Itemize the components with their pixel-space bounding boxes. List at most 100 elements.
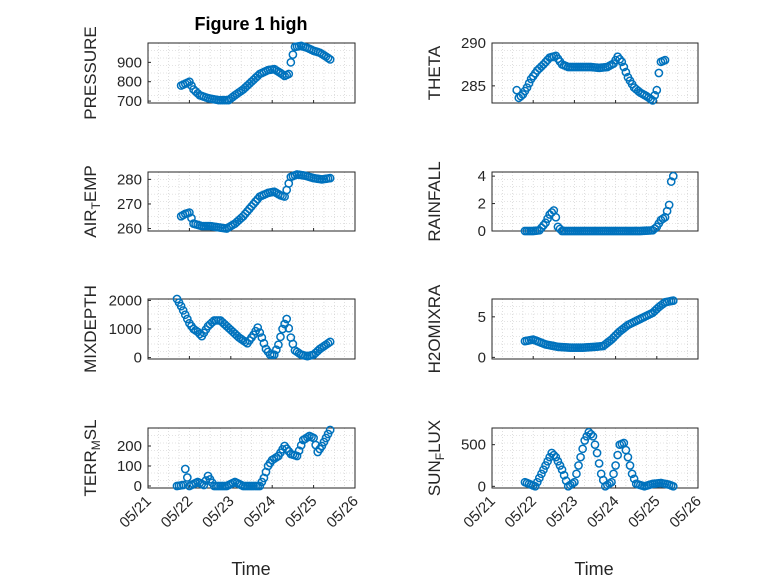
panel-1: 700 800 900 PRESSURE	[81, 26, 356, 120]
data-point	[284, 323, 294, 333]
data-point	[278, 70, 287, 79]
y-tick-label: 500	[461, 437, 486, 454]
axes-box	[147, 427, 356, 489]
data-point	[592, 448, 602, 458]
grid	[147, 427, 356, 489]
data-point	[537, 469, 546, 479]
data-point	[323, 53, 333, 63]
data-point	[539, 220, 548, 230]
data-point	[607, 477, 616, 487]
data-point	[284, 69, 294, 79]
data-point	[543, 214, 552, 224]
y-axis-label: H2OMIXRA	[425, 284, 444, 373]
data-point	[274, 340, 283, 350]
y-axis-label: THETA	[425, 45, 444, 100]
data-point	[195, 329, 205, 339]
y-tick-label: 900	[117, 54, 142, 71]
data-point	[541, 461, 550, 470]
data-point	[532, 477, 542, 487]
x-tick-label: 05/21	[460, 493, 499, 532]
data-point	[586, 429, 596, 439]
axes-box	[147, 42, 356, 104]
data-point	[240, 337, 250, 347]
data-point	[288, 50, 298, 59]
data-point	[276, 332, 285, 342]
x-tick-label: 05/22	[501, 493, 540, 532]
x-tick-label: 05/23	[199, 493, 238, 532]
data-point	[180, 310, 190, 320]
data-point	[325, 173, 335, 183]
y-tick-label: 2	[478, 196, 486, 213]
data-point	[182, 314, 192, 324]
axes-box	[491, 427, 699, 489]
panel-3: 260 270 280 AIRTEMP	[81, 165, 356, 238]
data-point	[522, 83, 532, 92]
panel-4: 0 2 4 RAINFALL	[425, 161, 699, 242]
y-tick-label: 290	[461, 35, 486, 52]
data-point	[182, 473, 192, 482]
data-point	[178, 306, 188, 315]
x-tick-label: 05/23	[543, 493, 582, 532]
data-point	[516, 91, 526, 101]
data-point	[325, 337, 335, 347]
data-point	[660, 55, 670, 65]
panel-8: 0 500 05/21 05/22 05/23 05/24 05/25 05/26 SUNFLU…	[425, 420, 705, 532]
data-point	[648, 96, 658, 105]
data-point	[609, 469, 618, 479]
y-tick-label: 2000	[109, 292, 142, 309]
data-point	[611, 461, 620, 470]
y-tick-label: 5	[478, 309, 486, 326]
data-point	[617, 57, 627, 67]
data-point	[664, 200, 674, 210]
data-point	[257, 333, 267, 342]
data-point	[668, 481, 678, 491]
data-point	[325, 55, 335, 64]
data-point	[654, 68, 664, 78]
y-tick-label: 0	[478, 478, 486, 495]
data-point	[559, 470, 569, 480]
data-point	[572, 469, 581, 479]
data-point	[650, 90, 660, 100]
y-axis-label: TERRMSL	[81, 419, 103, 496]
data-point	[325, 425, 335, 435]
data-point	[578, 444, 587, 454]
data-point	[185, 208, 194, 217]
data-point	[178, 480, 188, 490]
data-point	[668, 171, 678, 181]
data-point	[576, 452, 585, 462]
data-point	[282, 314, 292, 324]
data-point	[278, 324, 287, 334]
x-tick-label: 05/21	[116, 493, 155, 532]
data-point	[255, 328, 265, 337]
y-tick-label: 0	[134, 478, 142, 495]
axes-group: 700 800 900 PRESSURE 285 290 THETA 260 270 280 AIR…	[81, 26, 705, 531]
data-point	[537, 223, 546, 233]
data-point	[549, 450, 559, 460]
data-point	[545, 452, 555, 462]
x-axis-label-left: Time	[231, 559, 270, 579]
data-point	[323, 338, 333, 348]
data-point	[551, 452, 561, 462]
y-tick-label: 270	[117, 196, 142, 213]
data-point	[269, 350, 279, 360]
figure-title: Figure 1 high	[194, 14, 307, 34]
y-tick-label: 285	[461, 78, 486, 95]
data-point	[582, 431, 592, 441]
data-point	[294, 446, 304, 456]
data-point	[621, 67, 631, 77]
x-tick-label: 05/24	[240, 493, 279, 532]
panel-7: 0 100 200 05/21 05/22 05/23 05/24 05/25 05/26 TER…	[81, 419, 362, 531]
data-point	[574, 461, 583, 470]
data-point	[524, 78, 534, 88]
x-tick-label: 05/26	[323, 493, 362, 532]
data-point	[625, 461, 635, 470]
data-point	[551, 212, 561, 222]
y-axis-label: MIXDEPTH	[81, 285, 100, 373]
data-point	[296, 440, 306, 450]
data-point	[530, 481, 540, 491]
data-point	[199, 480, 209, 490]
data-point	[580, 436, 590, 445]
data-point	[539, 465, 548, 475]
data-point	[623, 452, 633, 462]
